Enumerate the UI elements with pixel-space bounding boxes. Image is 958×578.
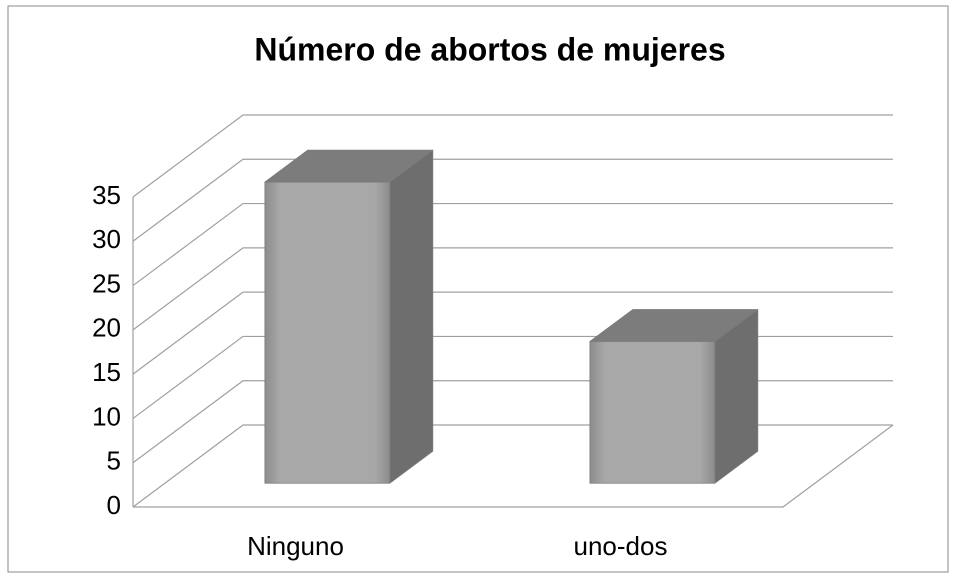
y-tick-label: 0 [107,490,121,520]
grid-line [132,158,893,242]
y-tick-label: 35 [92,180,121,210]
floor [133,424,894,508]
y-tick-label: 30 [92,224,121,254]
y-tick-label: 10 [92,401,121,431]
bar-side [389,149,434,484]
chart-title: Número de abortos de mujeres [254,31,725,67]
grid-line [132,247,893,331]
bar-front [264,181,391,484]
chart-border [7,5,949,573]
grid-line [132,202,893,287]
bar [589,309,759,484]
grid-line [132,291,893,375]
y-tick-label: 25 [92,268,121,298]
y-tick-label: 20 [92,313,121,343]
bar-front [589,341,716,484]
x-tick-label: uno-dos [574,531,668,561]
y-tick-label: 5 [107,446,121,476]
x-tick-label: Ninguno [247,531,344,561]
bar [264,149,434,484]
grid-line [132,114,893,198]
y-tick-label: 15 [92,357,121,387]
